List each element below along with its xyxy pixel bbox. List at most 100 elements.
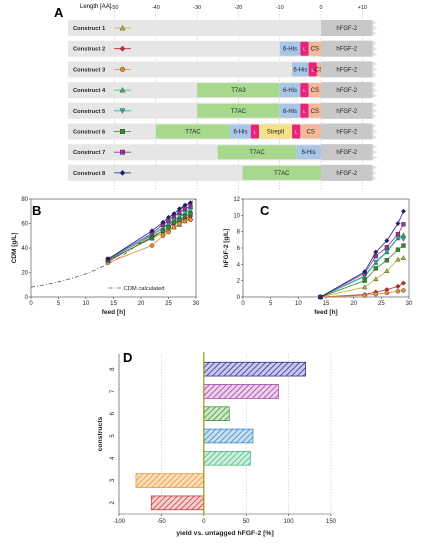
linker-segment-label: L	[254, 130, 257, 135]
bar-7	[203, 384, 279, 399]
his-segment	[279, 103, 301, 118]
construct-row-background	[68, 20, 378, 36]
construct-row: Construct 4 T7A3 6-His L CS hFGF-2	[68, 82, 378, 99]
cs-segment	[308, 103, 321, 118]
x-axis-label: feed [h]	[102, 309, 125, 316]
x-tick-label: 0	[29, 301, 33, 307]
cs-segment-label: CS	[307, 130, 315, 136]
his-segment-label: 6-His	[283, 88, 297, 94]
strep-segment	[259, 124, 293, 139]
y-axis-label: CDM [g/L]	[11, 233, 18, 264]
legend-marker	[119, 170, 126, 176]
hfgf-segment-label: hFGF-2	[336, 150, 357, 156]
y-tick-label: 5	[110, 434, 116, 438]
data-point	[182, 218, 188, 224]
data-point	[182, 202, 188, 208]
his-segment	[279, 41, 301, 56]
cs-segment-label: CS	[311, 109, 319, 115]
x-tick-label: -50	[157, 519, 166, 525]
data-point	[177, 217, 182, 222]
data-point	[182, 213, 188, 219]
panel-d-letter: D	[123, 350, 132, 365]
data-point	[373, 291, 379, 297]
his-segment-label: 6-His	[293, 67, 307, 73]
length-tick-label: -10	[276, 5, 284, 11]
data-point	[171, 224, 177, 230]
hfgf-segment-label: hFGF-2	[336, 26, 357, 32]
hfgf-segment-label: hFGF-2	[336, 67, 357, 73]
linker-segment-label: L	[303, 47, 306, 52]
hfgf-segment-label: hFGF-2	[336, 47, 357, 53]
data-point	[395, 256, 401, 262]
y-tick-label: 80	[21, 197, 28, 203]
linker-segment-label: L	[295, 130, 298, 135]
his-segment-label: 6-His	[283, 109, 297, 115]
x-tick-label: 150	[326, 519, 337, 525]
hfgf2-segment	[321, 123, 373, 140]
y-tick-label: 20	[21, 271, 28, 277]
linker-segment	[300, 41, 309, 56]
x-axis-label: yield vs. untagged hFGF-2 [%]	[176, 530, 273, 537]
y-tick-label: 60	[21, 222, 28, 228]
data-point	[373, 259, 379, 265]
data-point	[165, 214, 172, 220]
cs-segment	[300, 124, 321, 139]
data-point	[384, 268, 390, 273]
construct-row: Construct 8 T7AC hFGF-2	[68, 164, 378, 181]
y-tick-label: 8	[110, 367, 116, 371]
data-point	[384, 249, 390, 254]
x-tick-label: 20	[350, 301, 357, 307]
construct-label: Construct 1	[73, 26, 106, 32]
data-point	[373, 276, 379, 282]
construct-label: Construct 6	[73, 130, 106, 136]
his-segment	[296, 145, 321, 160]
y-tick-label: 8	[237, 230, 241, 236]
his-segment-label: 6-His	[233, 130, 247, 136]
y-tick-label: 0	[25, 295, 29, 301]
data-point	[177, 221, 182, 226]
legend-marker	[120, 149, 125, 155]
y-tick-label: 6	[110, 411, 116, 415]
hfgf2-segment	[321, 40, 373, 57]
hfgf2-segment	[321, 20, 373, 36]
hfgf-segment-label: hFGF-2	[336, 109, 357, 115]
hfgf-segment-label: hFGF-2	[336, 88, 357, 94]
t7-segment-label: T7A3	[231, 88, 246, 94]
t7-segment-label: T7AC	[231, 109, 247, 115]
data-point	[373, 266, 378, 271]
data-point	[362, 284, 368, 290]
data-point	[373, 249, 379, 255]
y-tick-label: 7	[110, 389, 116, 393]
data-point	[160, 228, 166, 234]
data-point	[384, 238, 390, 244]
x-tick-label: 0	[202, 519, 206, 525]
hfgf2-segment	[321, 61, 373, 78]
t7-segment	[242, 165, 321, 180]
x-tick-label: 20	[138, 301, 145, 307]
y-tick-label: 3	[110, 478, 116, 482]
bar-8	[203, 361, 306, 377]
construct-label: Construct 7	[73, 150, 105, 156]
hfgf2-segment	[321, 144, 373, 161]
construct-label: Construct 2	[73, 47, 105, 53]
data-point	[188, 217, 193, 223]
data-point	[400, 280, 407, 286]
t7-segment	[155, 124, 231, 139]
cs-segment-label: CS	[311, 47, 319, 53]
y-tick-label: 4	[110, 456, 116, 460]
y-axis-label: hFGF-2 [g/L]	[223, 229, 230, 268]
t7-segment	[197, 83, 280, 98]
data-point	[400, 232, 407, 237]
data-point	[395, 231, 401, 237]
panel-c-letter: C	[260, 203, 270, 218]
x-tick-label: 25	[165, 301, 172, 307]
x-tick-label: 30	[406, 301, 413, 307]
data-point	[149, 243, 155, 248]
x-tick-label: 5	[57, 301, 61, 307]
his-segment	[279, 83, 301, 98]
data-point	[149, 236, 155, 241]
y-axis-label: constructs	[97, 416, 104, 451]
series	[317, 232, 407, 300]
panel-a-construct-diagram: A Length [AA] -50 -40 -30 -20 -10 0 +10 Constr…	[54, 4, 378, 190]
x-tick-label: 15	[323, 301, 330, 307]
